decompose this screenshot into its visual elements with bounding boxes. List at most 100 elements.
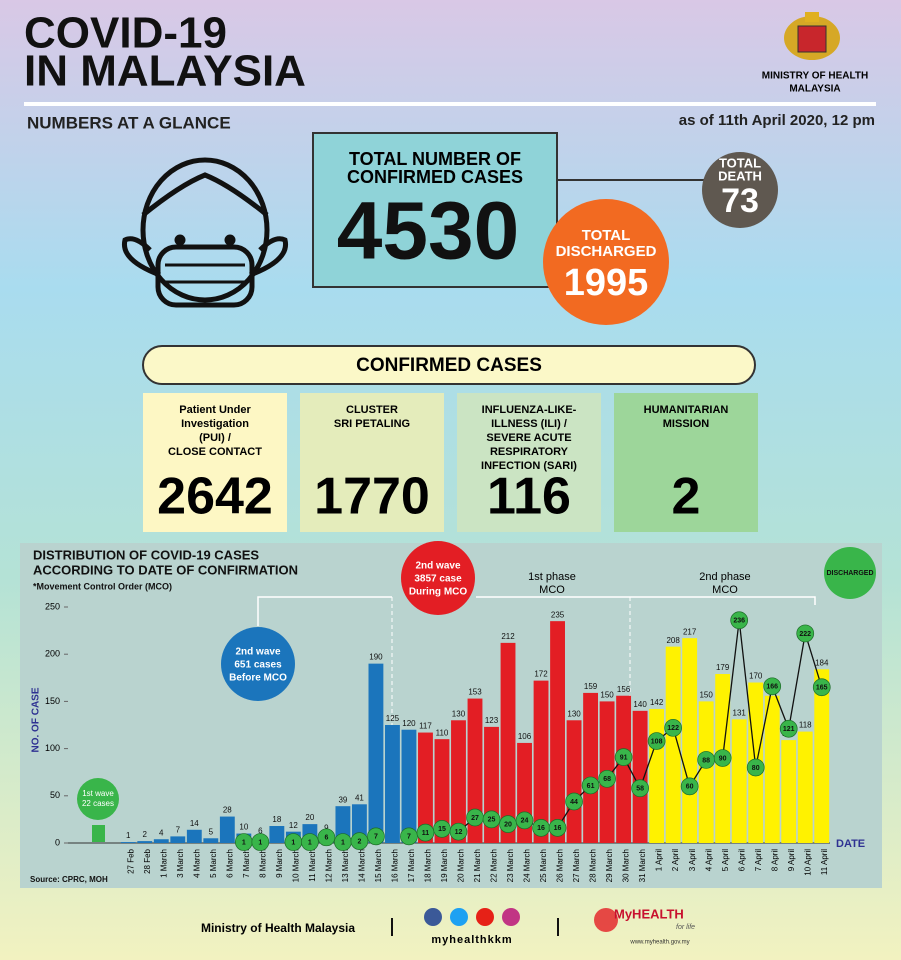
x-tick-label: 23 March bbox=[506, 849, 515, 882]
wave-label: 2nd wave bbox=[235, 647, 280, 658]
card-label: HUMANITARIAN bbox=[644, 404, 729, 416]
discharged-value: 1995 bbox=[564, 262, 649, 304]
value-label: 212 bbox=[501, 632, 515, 641]
x-tick-label: 14 March bbox=[358, 849, 367, 882]
facebook-icon[interactable] bbox=[424, 908, 442, 926]
bar bbox=[186, 829, 202, 843]
value-label: 28 bbox=[223, 806, 232, 815]
y-tick-label: 200 bbox=[45, 649, 60, 659]
x-tick-label: 8 April bbox=[770, 849, 779, 871]
value-label: 150 bbox=[600, 691, 614, 700]
death-label: TOTAL bbox=[719, 155, 761, 170]
discharged-label: TOTAL bbox=[582, 227, 631, 244]
discharged-label: 44 bbox=[570, 799, 578, 806]
discharged-point bbox=[647, 732, 666, 750]
value-label: 208 bbox=[666, 636, 680, 645]
x-tick-label: 16 March bbox=[391, 849, 400, 882]
discharged-label: 20 bbox=[504, 821, 512, 828]
bar bbox=[583, 692, 599, 843]
instagram-icon[interactable] bbox=[502, 908, 520, 926]
confirmed-box bbox=[312, 132, 558, 288]
source: Source: CPRC, MOH bbox=[30, 875, 108, 884]
wave-circle bbox=[221, 627, 295, 701]
discharged-label: 165 bbox=[816, 685, 828, 692]
value-label: 159 bbox=[584, 682, 598, 691]
subtitle: NUMBERS AT A GLANCE bbox=[27, 113, 231, 132]
x-tick-label: 13 March bbox=[341, 849, 350, 882]
phase-label: 2nd phase bbox=[699, 571, 750, 583]
discharged-label: 236 bbox=[733, 618, 745, 625]
discharged-label: 121 bbox=[783, 726, 795, 733]
handle: myhealthkkm bbox=[431, 934, 512, 946]
discharged-point bbox=[301, 833, 319, 851]
discharged-label: 1 bbox=[291, 839, 295, 846]
discharged-point bbox=[680, 777, 699, 796]
value-label: 14 bbox=[190, 819, 199, 828]
summary: TOTAL NUMBER OF CONFIRMED CASES 4530 TOT… bbox=[312, 132, 778, 325]
bar bbox=[731, 719, 747, 843]
y-tick-label: 50 bbox=[50, 790, 60, 800]
card-label: RESPIRATORY bbox=[490, 446, 569, 458]
value-label: 142 bbox=[650, 698, 664, 707]
x-tick-label: 27 Feb bbox=[126, 848, 135, 873]
card-label: Investigation bbox=[181, 418, 249, 430]
x-tick-label: 25 March bbox=[539, 849, 548, 882]
card-value: 1770 bbox=[314, 468, 430, 526]
card-label: (PUI) / bbox=[199, 432, 231, 444]
discharged-label: 122 bbox=[667, 725, 679, 732]
twitter-icon[interactable] bbox=[450, 908, 468, 926]
discharged-label: 1 bbox=[258, 839, 262, 846]
mask-icon bbox=[121, 157, 289, 308]
bar bbox=[764, 695, 780, 843]
discharged-point bbox=[317, 828, 336, 847]
value-label: 20 bbox=[305, 813, 314, 822]
bar bbox=[500, 642, 516, 843]
discharged-point bbox=[499, 815, 517, 833]
value-label: 1 bbox=[126, 831, 131, 840]
discharged-label: 58 bbox=[636, 786, 644, 793]
discharged-label: 88 bbox=[702, 757, 710, 764]
discharged-point bbox=[482, 810, 501, 829]
card-label: INFLUENZA-LIKE- bbox=[482, 404, 577, 416]
discharged-point bbox=[400, 827, 418, 846]
x-tick-label: 6 April bbox=[737, 849, 746, 871]
youtube-icon[interactable] bbox=[476, 908, 494, 926]
confirmed-label: TOTAL NUMBER OF bbox=[349, 149, 521, 169]
value-label: 7 bbox=[176, 826, 181, 835]
card-label: MISSION bbox=[663, 418, 710, 430]
value-label: 123 bbox=[485, 716, 499, 725]
card-value: 2642 bbox=[157, 468, 273, 526]
x-tick-label: 7 March bbox=[242, 849, 251, 878]
card-value: 116 bbox=[487, 468, 571, 526]
y-axis-label: NO. OF CASE bbox=[31, 687, 42, 752]
bar bbox=[616, 695, 632, 843]
x-tick-label: 6 March bbox=[225, 849, 234, 878]
discharged-point bbox=[763, 677, 782, 696]
discharged-label: 1 bbox=[242, 839, 246, 846]
bar bbox=[665, 646, 681, 843]
discharged-point bbox=[598, 769, 616, 788]
discharged-label: 2 bbox=[357, 838, 361, 845]
bar bbox=[781, 740, 797, 843]
note: *Movement Control Order (MCO) bbox=[33, 581, 172, 591]
discharged-label: 6 bbox=[324, 835, 328, 842]
value-label: 110 bbox=[436, 728, 449, 737]
discharged-label: 7 bbox=[374, 834, 378, 841]
value-label: 172 bbox=[534, 670, 548, 679]
bar bbox=[682, 638, 698, 843]
death-value: 73 bbox=[721, 182, 759, 220]
value-label: 179 bbox=[716, 663, 730, 672]
confirmed-value: 4530 bbox=[337, 186, 519, 277]
discharged-label: 61 bbox=[587, 783, 595, 790]
y-tick-label: 100 bbox=[45, 743, 60, 753]
x-tick-label: 18 March bbox=[424, 849, 433, 882]
title: COVID-19 bbox=[24, 9, 227, 58]
discharged-circle bbox=[543, 199, 669, 325]
x-tick-label: 11 March bbox=[308, 849, 317, 882]
y-tick-label: 150 bbox=[45, 696, 60, 706]
value-label: 170 bbox=[749, 672, 763, 681]
wave-label: Before MCO bbox=[229, 673, 287, 684]
x-tick-label: 7 April bbox=[754, 849, 763, 871]
bar bbox=[269, 826, 285, 843]
bar bbox=[335, 806, 351, 843]
